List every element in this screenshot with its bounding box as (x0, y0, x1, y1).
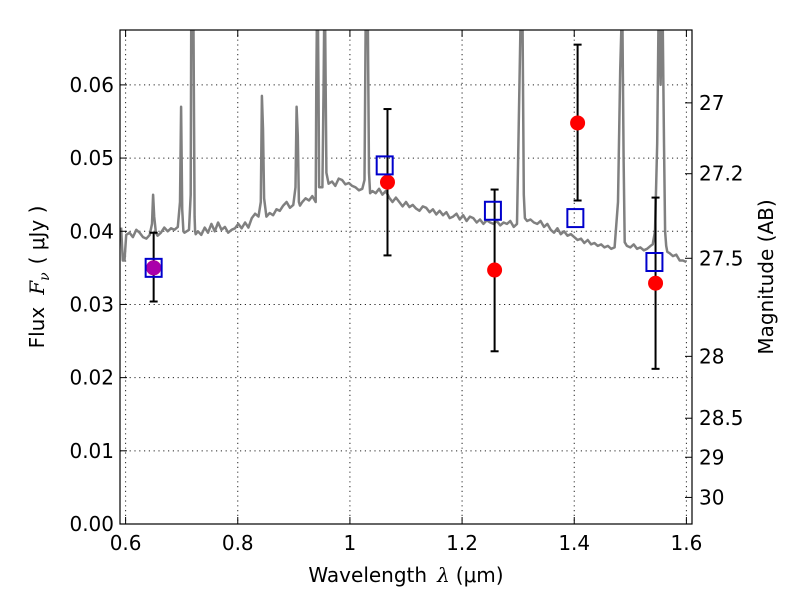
y2-tick-label: 27.2 (699, 162, 744, 186)
x-tick-label: 0.8 (222, 531, 254, 555)
y-axis-unit: ( μJy ) (25, 206, 49, 265)
x-axis-symbol: λ (436, 563, 450, 587)
y2-tick-label: 28 (699, 344, 724, 368)
model-photometry-square (645, 251, 664, 272)
model-photometry-square (483, 200, 502, 221)
x-tick-label: 1.4 (558, 531, 590, 555)
model-spectrum-line (120, 30, 687, 264)
plot-frame (119, 29, 693, 525)
y2-tick-label: 27.5 (699, 246, 744, 270)
secondary-y-axis-ticks: 27 27.2 27.5 28 28.5 29 30 (685, 91, 744, 509)
y-tick-label: 0.04 (69, 219, 114, 243)
y2-tick-label: 27 (699, 91, 724, 115)
photometry-point (648, 275, 664, 291)
y-tick-label: 0.03 (69, 292, 114, 316)
x-axis-label-text: Wavelength (308, 563, 427, 587)
model-photometry-square (566, 208, 585, 229)
y-axis-label-text: Flux (25, 307, 49, 349)
y-axis-label: Flux Fν ( μJy ) (25, 206, 53, 349)
y-tick-label: 0.05 (69, 146, 114, 170)
photometry-point (570, 115, 586, 131)
y2-tick-label: 30 (699, 485, 724, 509)
y2-tick-label: 29 (699, 445, 724, 469)
photometry-point (379, 174, 395, 190)
x-tick-label: 1 (344, 531, 357, 555)
y-tick-label: 0.06 (69, 73, 114, 97)
model-photometry-squares (144, 155, 664, 278)
x-tick-label: 1.2 (446, 531, 478, 555)
grid-lines (120, 30, 692, 524)
y2-tick-label: 28.5 (699, 406, 744, 430)
model-photometry-square (144, 257, 163, 278)
plot-content (120, 30, 687, 370)
photometry-point (487, 262, 503, 278)
x-tick-label: 1.6 (670, 531, 702, 555)
secondary-y-axis-label: Magnitude (AB) (754, 199, 778, 354)
y-tick-label: 0.02 (69, 366, 114, 390)
model-photometry-square (375, 155, 394, 176)
plot-area (120, 30, 692, 524)
y-axis-ticks: 0.00 0.01 0.02 0.03 0.04 0.05 0.06 (69, 73, 127, 536)
x-axis-ticks: 0.6 0.8 1 1.2 1.4 1.6 (110, 30, 702, 555)
y-tick-label: 0.00 (69, 512, 114, 536)
y-tick-label: 0.01 (69, 439, 114, 463)
x-axis-unit: (μm) (456, 563, 504, 587)
highlight-point (146, 260, 162, 276)
x-tick-label: 0.6 (110, 531, 142, 555)
x-axis-label: Wavelength λ (μm) (308, 563, 503, 587)
y-axis-symbol: F (25, 280, 49, 296)
photometry-points (146, 115, 664, 291)
y-axis-subscript: ν (37, 272, 53, 281)
